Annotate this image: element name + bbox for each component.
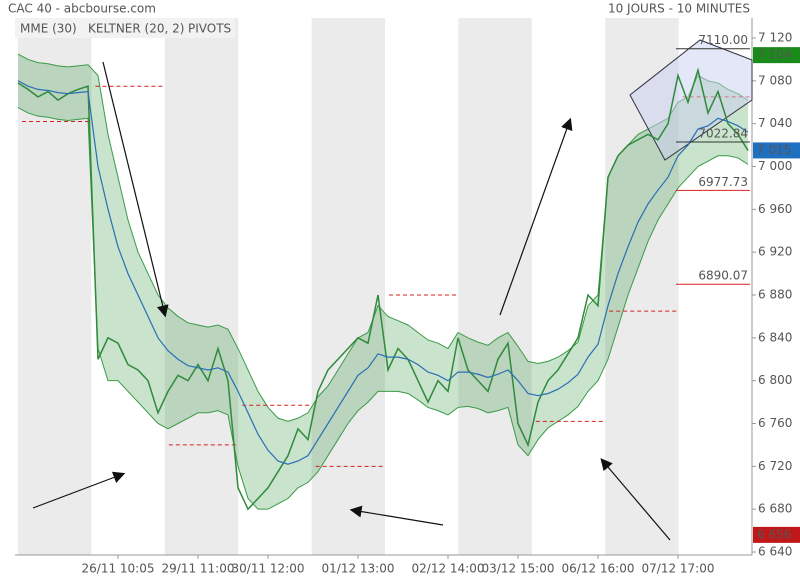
y-tick-label: 7 040: [758, 116, 792, 130]
y-tick-label: 7 000: [758, 159, 792, 173]
x-tick-label: 29/11 11:00: [162, 562, 235, 576]
keltner-lower: [17, 107, 749, 510]
price-tag-label: 7 104: [757, 48, 791, 62]
day-band: [311, 18, 385, 555]
price-tag: [753, 47, 800, 64]
annotation-label: 6977.73: [698, 175, 748, 189]
chart-title: CAC 40 - abcbourse.com: [8, 2, 156, 16]
y-tick-label: 6 760: [758, 416, 792, 430]
legend-box: [15, 18, 235, 38]
day-band: [164, 18, 239, 555]
x-tick-label: 03/12 15:00: [482, 562, 555, 576]
legend-entry: PIVOTS: [188, 22, 231, 36]
arrow: [349, 505, 444, 526]
day-band: [18, 18, 92, 555]
x-tick-label: 07/12 17:00: [642, 562, 715, 576]
price-tag: [753, 526, 800, 543]
arrow: [600, 458, 671, 541]
y-tick-label: 6 720: [758, 459, 792, 473]
price-line: [17, 67, 749, 511]
y-tick-label: 7 120: [758, 31, 792, 45]
y-tick-label: 6 800: [758, 373, 792, 387]
y-tick-label: 6 920: [758, 245, 792, 259]
x-tick-label: 01/12 13:00: [322, 562, 395, 576]
chart-subtitle: 10 JOURS - 10 MINUTES: [608, 2, 750, 16]
legend-entry: KELTNER (20, 2): [88, 22, 184, 36]
annotation-label: 6890.07: [698, 269, 748, 283]
price-tag: [753, 142, 800, 159]
y-tick-label: 6 880: [758, 288, 792, 302]
annotation-label: 7022.84: [698, 127, 748, 141]
keltner-fill: [18, 54, 748, 510]
legend-entry: MME (30): [20, 22, 77, 36]
y-tick-label: 6 680: [758, 502, 792, 516]
y-tick-label: 6 960: [758, 202, 792, 216]
price-tag-label: 6 656: [757, 527, 791, 541]
x-tick-label: 02/12 14:00: [412, 562, 485, 576]
y-tick-label: 6 640: [758, 545, 792, 559]
annotation-label: 7110.00: [698, 33, 748, 47]
mme-line: [17, 80, 749, 465]
y-tick-label: 7 080: [758, 73, 792, 87]
arrow: [32, 471, 126, 509]
x-tick-label: 26/11 10:05: [82, 562, 155, 576]
x-tick-label: 06/12 16:00: [562, 562, 635, 576]
day-band: [458, 18, 532, 555]
arrow: [102, 61, 169, 318]
price-tag-label: 7 015: [757, 143, 791, 157]
x-tick-label: 30/11 12:00: [232, 562, 305, 576]
arrow: [499, 117, 573, 316]
y-tick-label: 6 840: [758, 330, 792, 344]
